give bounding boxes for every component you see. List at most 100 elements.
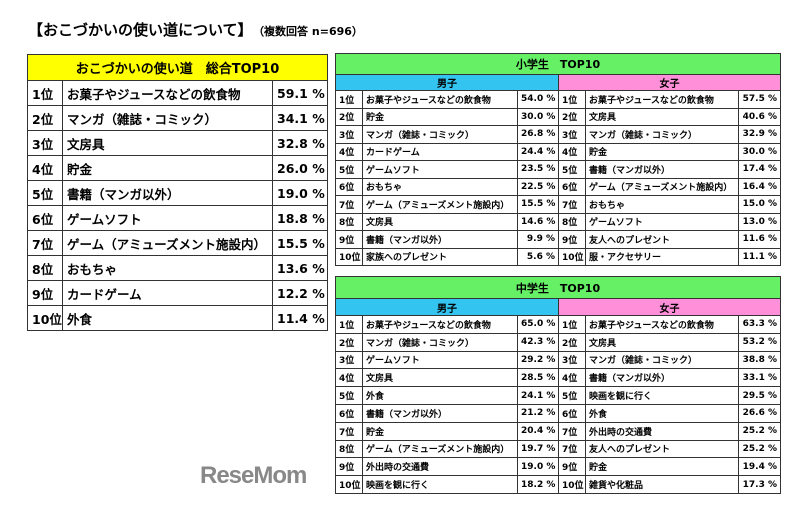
item: マンガ（雑誌・コミック） [62, 105, 273, 131]
girls-rank: 3位 [558, 350, 586, 370]
boys-percent: 42.3 % [517, 332, 559, 352]
boys-rank: 10位 [335, 247, 363, 266]
table-row: 6位 書籍（マンガ以外） 21.2 % 6位 外食 26.6 % [335, 403, 782, 423]
girls-item: 書籍（マンガ以外） [585, 160, 739, 179]
girls-rank: 6位 [558, 403, 586, 423]
boys-item: 家族へのプレゼント [362, 247, 518, 266]
table-row: 4位 文房具 28.5 % 4位 書籍（マンガ以外） 33.1 % [335, 368, 782, 388]
boys-percent: 23.5 % [517, 160, 559, 179]
item: 文房具 [62, 130, 273, 156]
girls-rank: 4位 [558, 142, 586, 161]
table-row: 7位 ゲーム（アミューズメント施設内） 15.5 % [27, 230, 329, 256]
rank: 7位 [27, 230, 63, 256]
boys-rank: 5位 [335, 386, 363, 405]
boys-item: ゲームソフト [362, 350, 518, 370]
table-row: 8位 文房具 14.6 % 8位 ゲームソフト 13.0 % [335, 212, 782, 231]
girls-item: 映画を観に行く [585, 386, 739, 405]
item: おもちゃ [62, 255, 273, 281]
percent: 26.0 % [271, 155, 329, 181]
resemom-logo: ReseMom [200, 462, 307, 489]
girls-item: ゲーム（アミューズメント施設内） [585, 177, 739, 196]
boys-percent: 28.5 % [517, 368, 559, 388]
boys-rank: 9位 [335, 230, 363, 249]
girls-rank: 2位 [558, 332, 586, 352]
girls-rank: 7位 [558, 421, 586, 441]
girls-percent: 57.5 % [737, 90, 782, 109]
girls-item: マンガ（雑誌・コミック） [585, 125, 739, 144]
rank: 4位 [27, 155, 63, 181]
boys-percent: 21.2 % [517, 403, 559, 423]
girls-percent: 25.2 % [737, 439, 782, 459]
girls-item: お菓子やジュースなどの飲食物 [585, 315, 739, 334]
girls-rank: 3位 [558, 125, 586, 144]
boys-percent: 26.8 % [517, 125, 559, 144]
girls-percent: 16.4 % [737, 177, 782, 196]
title-sub: （複数回答 n=696） [258, 25, 363, 38]
percent: 13.6 % [271, 255, 329, 281]
table-row: 7位 貯金 20.4 % 7位 外出時の交通費 25.2 % [335, 421, 782, 441]
boys-rank: 5位 [335, 160, 363, 179]
girls-percent: 26.6 % [737, 403, 782, 423]
girls-percent: 40.6 % [737, 107, 782, 126]
girls-item: お菓子やジュースなどの飲食物 [585, 90, 739, 109]
girls-rank: 10位 [558, 475, 586, 494]
table-row: 9位 カードゲーム 12.2 % [27, 280, 329, 306]
girls-item: おもちゃ [585, 195, 739, 214]
boys-item: お菓子やジュースなどの飲食物 [362, 90, 518, 109]
boys-rank: 8位 [335, 439, 363, 459]
rank: 1位 [27, 80, 63, 106]
girls-percent: 25.2 % [737, 421, 782, 441]
table-row: 4位 カードゲーム 24.4 % 4位 貯金 30.0 % [335, 142, 782, 161]
boys-item: カードゲーム [362, 142, 518, 161]
boys-percent: 65.0 % [517, 315, 559, 334]
girls-item: 雑貨や化粧品 [585, 475, 739, 494]
girls-rank: 7位 [558, 439, 586, 459]
percent: 11.4 % [271, 305, 329, 331]
percent: 15.5 % [271, 230, 329, 256]
elementary-top10: 小学生 TOP10 男子 女子 1位 お菓子やジュースなどの飲食物 54.0 % 1位お… [334, 53, 782, 266]
girls-percent: 15.0 % [737, 195, 782, 214]
table-row: 5位 ゲームソフト 23.5 % 5位 書籍（マンガ以外） 17.4 % [335, 160, 782, 179]
boys-rank: 4位 [335, 368, 363, 388]
elementary-header: 小学生 TOP10 [334, 53, 782, 75]
girls-item: 服・アクセサリー [585, 247, 739, 266]
rank: 2位 [27, 105, 63, 131]
elementary-girls-label: 女子 [557, 74, 782, 91]
boys-rank: 8位 [335, 212, 363, 231]
table-row: 5位 外食 24.1 % 5位 映画を観に行く 29.5 % [335, 386, 782, 405]
boys-item: 映画を観に行く [362, 475, 518, 494]
girls-percent: 63.3 % [737, 315, 782, 334]
boys-percent: 29.2 % [517, 350, 559, 370]
girls-item: 外出時の交通費 [585, 421, 739, 441]
girls-rank: 7位 [558, 195, 586, 214]
boys-rank: 2位 [335, 107, 363, 126]
item: 貯金 [62, 155, 273, 181]
table-row: 9位 外出時の交通費 19.0 % 9位 貯金 19.4 % [335, 457, 782, 477]
boys-rank: 3位 [335, 350, 363, 370]
boys-item: ゲーム（アミューズメント施設内） [362, 195, 518, 214]
middle-header: 中学生 TOP10 [334, 276, 782, 299]
girls-rank: 1位 [558, 90, 586, 109]
girls-item: ゲームソフト [585, 212, 739, 231]
rank: 3位 [27, 130, 63, 156]
boys-rank: 6位 [335, 403, 363, 423]
girls-rank: 2位 [558, 107, 586, 126]
percent: 12.2 % [271, 280, 329, 306]
boys-percent: 20.4 % [517, 421, 559, 441]
boys-item: 書籍（マンガ以外） [362, 403, 518, 423]
boys-percent: 30.0 % [517, 107, 559, 126]
girls-rank: 9位 [558, 230, 586, 249]
girls-percent: 33.1 % [737, 368, 782, 388]
girls-rank: 5位 [558, 160, 586, 179]
girls-item: 書籍（マンガ以外） [585, 368, 739, 388]
boys-percent: 19.0 % [517, 457, 559, 477]
total-header: おこづかいの使い道 総合TOP10 [26, 54, 329, 81]
total-top10-table: おこづかいの使い道 総合TOP10 1位 お菓子やジュースなどの飲食物 59.1 %… [26, 54, 329, 331]
title-main: 【おこづかいの使い道について】 [28, 21, 253, 39]
boys-percent: 19.7 % [517, 439, 559, 459]
girls-rank: 9位 [558, 457, 586, 477]
boys-item: 外出時の交通費 [362, 457, 518, 477]
item: ゲーム（アミューズメント施設内） [62, 230, 273, 256]
boys-item: お菓子やジュースなどの飲食物 [362, 315, 518, 334]
girls-percent: 30.0 % [737, 142, 782, 161]
